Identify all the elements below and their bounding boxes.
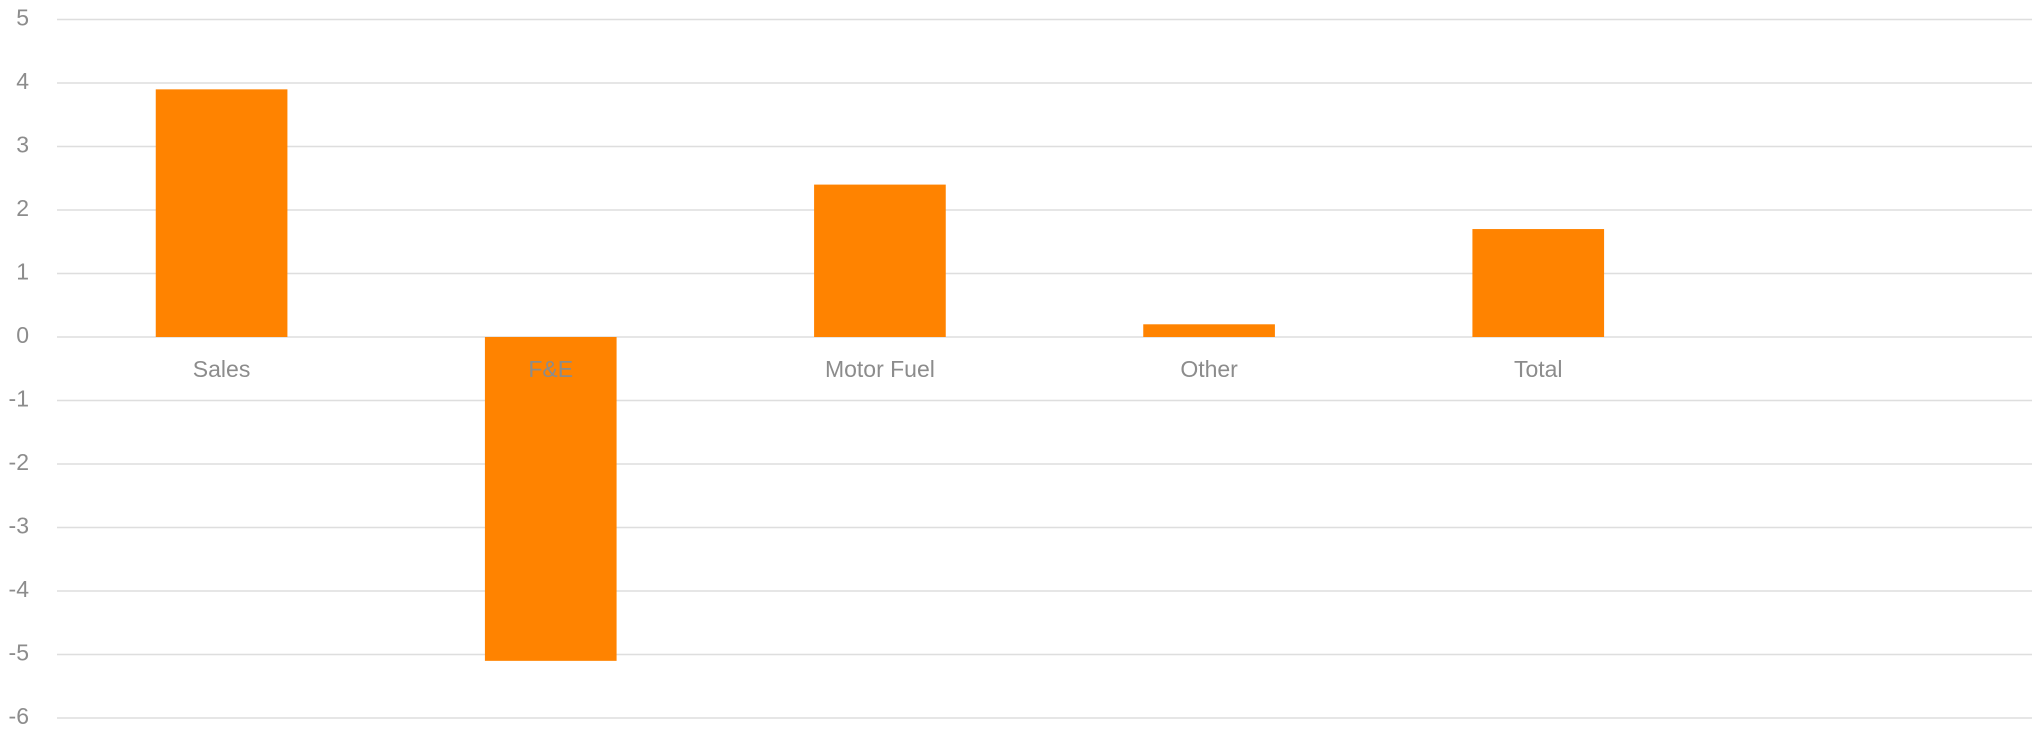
x-tick-label: Other (1180, 356, 1238, 382)
y-tick-label: -2 (9, 449, 29, 475)
y-tick-label: -1 (9, 386, 29, 412)
y-tick-label: 5 (16, 5, 29, 31)
x-tick-label: Sales (193, 356, 251, 382)
bar (1143, 324, 1275, 337)
x-tick-label: F&E (528, 356, 573, 382)
x-tick-label: Motor Fuel (825, 356, 935, 382)
y-tick-label: 1 (16, 259, 29, 285)
bar (155, 89, 288, 337)
y-tick-label: -3 (9, 513, 29, 539)
bar (484, 337, 617, 661)
y-tick-label: 0 (16, 322, 29, 348)
y-tick-label: -4 (9, 576, 30, 602)
y-tick-label: 3 (16, 132, 29, 158)
bar (814, 184, 946, 337)
y-tick-label: 4 (16, 68, 29, 94)
y-tick-label: -6 (9, 703, 29, 729)
y-tick-label: 2 (16, 195, 29, 221)
x-tick-label: Total (1514, 356, 1563, 382)
y-tick-label: -5 (9, 640, 29, 666)
bar (1472, 229, 1605, 337)
